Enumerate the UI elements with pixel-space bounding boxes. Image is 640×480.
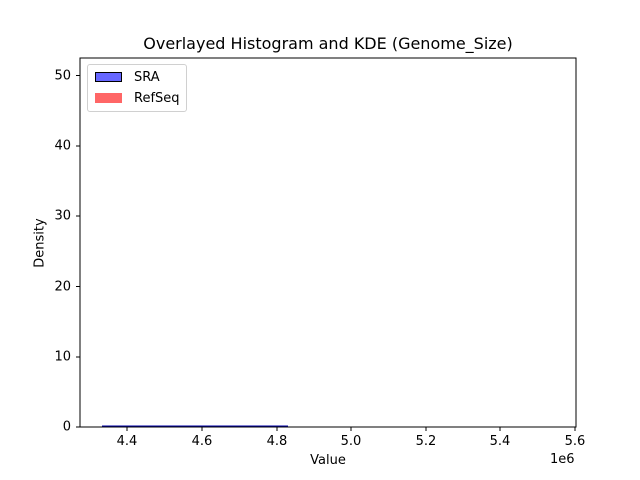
y-tick-label: 30 [54, 208, 71, 224]
y-tick-label: 0 [62, 419, 71, 435]
x-tick-label: 4.8 [266, 434, 288, 449]
y-tick-label: 20 [54, 279, 71, 294]
x-tick-label: 5.6 [564, 434, 586, 449]
legend-label: SRA [134, 69, 160, 85]
y-tick-label: 50 [54, 68, 71, 83]
sra-swatch-icon [95, 72, 122, 82]
y-axis-label: Density [32, 218, 48, 268]
x-tick-label: 4.4 [116, 434, 138, 449]
axes-frame [79, 57, 577, 428]
x-axis-label: Value [310, 453, 346, 468]
x-axis-offset-label: 1e6 [550, 452, 575, 467]
x-tick-label: 5.4 [489, 434, 511, 449]
y-ticks [76, 75, 80, 428]
x-tick-label: 4.6 [191, 434, 213, 449]
legend-item-sra: SRA [95, 69, 160, 85]
legend-item-refseq: RefSeq [95, 90, 180, 106]
x-tick-label: 5.2 [415, 434, 437, 449]
chart-title: Overlayed Histogram and KDE (Genome_Size… [143, 34, 513, 53]
legend-label: RefSeq [134, 90, 180, 106]
y-tick-label: 10 [54, 349, 71, 365]
refseq-swatch-icon [95, 93, 122, 103]
x-ticks [126, 427, 576, 431]
x-tick-label: 5.0 [340, 434, 362, 449]
y-tick-label: 40 [54, 138, 71, 154]
legend: SRA RefSeq [87, 64, 187, 112]
